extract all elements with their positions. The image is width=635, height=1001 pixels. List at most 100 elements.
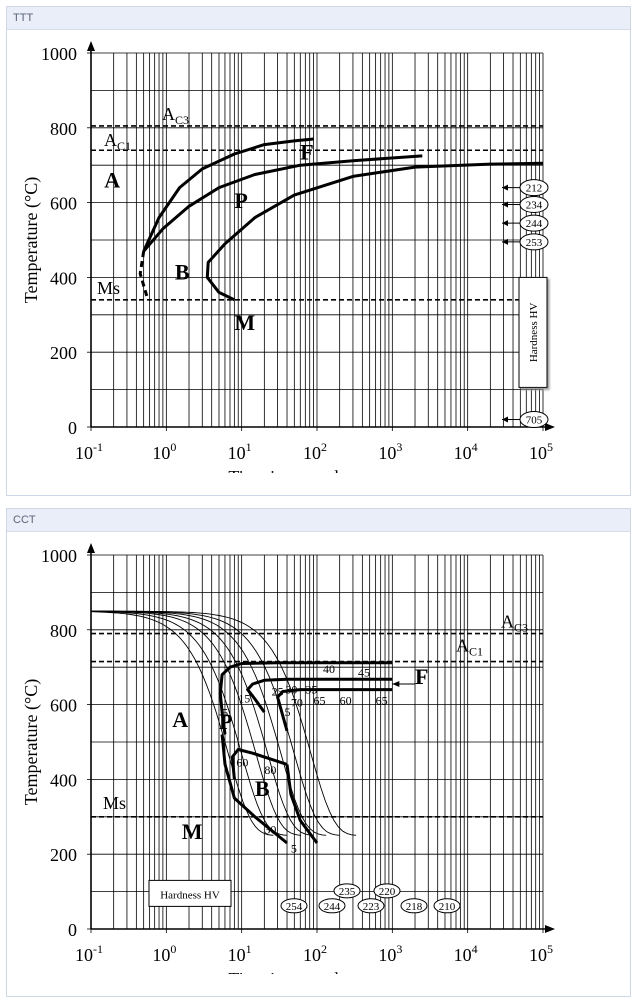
x-tick-label: 104 (454, 440, 478, 463)
x-tick-label: 102 (303, 942, 327, 965)
transformation-label: 5 (291, 841, 297, 855)
hardness-ellipse (519, 411, 549, 429)
region-label-m: M (234, 310, 255, 335)
x-axis-title: Time in seconds (228, 467, 345, 473)
x-tick-label: 100 (152, 440, 176, 463)
hardness-value: 210 (439, 901, 456, 913)
transformation-curve (220, 734, 288, 845)
hardness-arrowhead (502, 416, 508, 423)
hardness-value: 244 (526, 218, 543, 230)
transformation-label: 30 (285, 682, 297, 696)
region-label-f: F (415, 664, 428, 689)
region-label-a: A (172, 707, 188, 732)
transformation-curve (276, 688, 393, 732)
y-tick-label: 400 (50, 770, 77, 790)
hardness-value: 235 (339, 886, 356, 898)
transformation-curve (138, 250, 149, 297)
transformation-label: 25 (272, 684, 284, 698)
cooling-curve (90, 611, 274, 836)
transformation-label: 35 (305, 682, 317, 696)
region-label-m: M (182, 819, 203, 844)
y-tick-label: 1000 (41, 546, 77, 566)
hardness-ellipse (318, 898, 346, 914)
transformation-curve (142, 137, 314, 252)
hardness-ellipse (373, 883, 401, 899)
transformation-label: 65 (314, 694, 326, 708)
reference-label-c3: AC3 (162, 104, 189, 127)
y-tick-label: 600 (50, 696, 77, 716)
reference-label-c1: AC1 (104, 130, 131, 153)
y-axis-arrow (87, 543, 95, 553)
region-label-b: B (175, 259, 190, 284)
y-axis-arrow (87, 41, 95, 51)
cct-panel-header: CCT (7, 509, 630, 532)
hardness-arrowhead (502, 201, 508, 208)
y-tick-label: 400 (50, 268, 77, 288)
y-tick-label: 0 (68, 920, 77, 940)
transformation-label: 5 (284, 705, 290, 719)
x-tick-label: 104 (454, 942, 478, 965)
y-axis-title: Temperature (°C) (21, 679, 42, 805)
y-tick-label: 800 (50, 621, 77, 641)
transformation-curve (218, 661, 393, 735)
x-tick-label: 101 (228, 440, 252, 463)
hardness-ellipse (357, 898, 385, 914)
ferrite-arrowhead (392, 681, 400, 688)
ttt-chart: 10-1 100 101 102 103 104 105 0 200 400 600 800 1000 T… (21, 41, 555, 473)
hardness-ellipse (280, 898, 308, 914)
y-tick-label: 0 (68, 418, 77, 438)
reference-label-c3: AC3 (501, 612, 528, 635)
transformation-label: 30 (264, 823, 276, 837)
y-tick-label: 200 (50, 343, 77, 363)
transformation-curve (205, 161, 544, 302)
hardness-title: Hardness HV (160, 889, 220, 901)
transformation-curve (230, 748, 288, 780)
hardness-value: 244 (324, 901, 341, 913)
hardness-value: 218 (406, 901, 423, 913)
transformation-label: 45 (358, 666, 370, 680)
cooling-curve (91, 610, 327, 836)
hardness-ellipse (519, 214, 549, 232)
ttt-panel: TTT 10-1 100 101 102 103 104 105 0 200 400 600 800 1… (6, 6, 631, 496)
hardness-ellipse (519, 233, 549, 251)
hardness-value: 220 (379, 886, 396, 898)
x-tick-label: 10-1 (75, 942, 103, 965)
reference-label-c1: AC1 (456, 636, 483, 659)
hardness-value: 705 (526, 415, 543, 427)
y-axis-title: Temperature (°C) (21, 177, 42, 303)
region-label-a: A (104, 168, 120, 193)
cct-panel: CCT 10-1 100 101 102 103 104 105 0 200 400 600 800 1… (6, 508, 631, 997)
hardness-arrowhead (502, 238, 508, 245)
transformation-curve (142, 154, 423, 253)
x-tick-label: 101 (228, 942, 252, 965)
region-label-p: P (234, 188, 247, 213)
x-tick-label: 100 (152, 942, 176, 965)
transformation-label: 60 (340, 694, 352, 708)
x-axis-arrow (545, 925, 555, 933)
transformation-curve (246, 677, 393, 713)
x-tick-label: 105 (529, 440, 553, 463)
region-label-f: F (300, 140, 313, 165)
x-tick-label: 103 (378, 440, 402, 463)
hardness-arrowhead (502, 184, 508, 191)
transformation-label: 15 (238, 692, 250, 706)
hardness-ellipse (333, 883, 361, 899)
ms-label: Ms (97, 278, 120, 298)
transformation-label: 80 (264, 763, 276, 777)
y-tick-label: 600 (50, 194, 77, 214)
transformation-label: 40 (323, 662, 335, 676)
cct-chart: 10-1 100 101 102 103 104 105 0 200 400 600 800 1000 T… (21, 543, 555, 974)
hardness-ellipse (433, 898, 461, 914)
cooling-curve (91, 611, 287, 836)
hardness-value: 234 (526, 199, 543, 211)
transformation-label: 65 (376, 694, 388, 708)
x-tick-label: 103 (378, 942, 402, 965)
hardness-box (518, 276, 548, 388)
y-tick-label: 800 (50, 119, 77, 139)
ms-label: Ms (103, 793, 126, 813)
ttt-panel-header: TTT (7, 7, 630, 30)
cooling-curve (91, 610, 357, 836)
hardness-ellipse (400, 898, 428, 914)
hardness-box (148, 879, 232, 907)
transformation-curve (285, 764, 319, 844)
